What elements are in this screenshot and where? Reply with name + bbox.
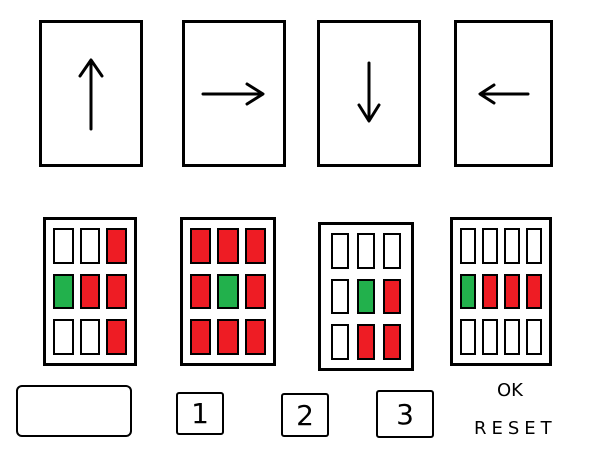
pattern-cell-empty <box>504 319 520 355</box>
key-2-label: 2 <box>296 398 314 432</box>
reset-label: RESET <box>474 418 557 439</box>
pattern-cell-empty <box>331 233 349 269</box>
arrow-up-icon <box>78 58 104 130</box>
pattern-cell-red <box>244 319 266 355</box>
pattern-cell-red <box>244 228 266 264</box>
reset-button[interactable]: RESET <box>474 418 557 439</box>
pattern-cell-red <box>190 273 212 310</box>
arrow-card-left[interactable] <box>454 20 553 167</box>
pattern-cell-red <box>482 273 498 310</box>
pattern-cell-green <box>460 273 476 310</box>
arrow-card-right[interactable] <box>182 20 286 167</box>
arrow-left-icon <box>478 83 529 104</box>
pattern-cell-red <box>106 273 127 310</box>
pattern-cell-red <box>217 228 239 264</box>
pattern-cell-red <box>106 319 127 355</box>
pattern-cell-green <box>357 278 375 315</box>
pattern-cell-red <box>526 273 542 310</box>
pattern-cell-empty <box>383 233 401 269</box>
key-1-button[interactable]: 1 <box>176 392 224 435</box>
pattern-cell-empty <box>482 319 498 355</box>
pattern-cell-red <box>190 228 212 264</box>
pattern-cell-red <box>106 228 127 264</box>
input-box[interactable] <box>16 385 132 437</box>
pattern-cell-empty <box>357 233 375 269</box>
key-1-label: 1 <box>191 397 209 430</box>
ok-button[interactable]: OK <box>497 380 523 401</box>
key-2-button[interactable]: 2 <box>281 393 329 437</box>
pattern-cell-empty <box>460 319 476 355</box>
pattern-cell-empty <box>79 228 101 264</box>
pattern-cell-green <box>53 273 74 310</box>
arrow-card-up[interactable] <box>39 20 143 167</box>
pattern-cell-empty <box>331 324 349 360</box>
pattern-cell-empty <box>79 319 101 355</box>
pattern-cell-green <box>217 273 239 310</box>
ok-label: OK <box>497 380 523 401</box>
key-3-label: 3 <box>396 397 414 431</box>
pattern-cell-empty <box>331 278 349 315</box>
arrow-card-down[interactable] <box>317 20 421 167</box>
pattern-cell-empty <box>460 228 476 264</box>
pattern-cell-red <box>79 273 101 310</box>
pattern-card-2[interactable] <box>180 217 276 366</box>
pattern-cell-empty <box>526 228 542 264</box>
pattern-card-1[interactable] <box>43 217 137 366</box>
pattern-card-3[interactable] <box>318 222 414 371</box>
pattern-cell-empty <box>482 228 498 264</box>
pattern-cell-empty <box>53 319 74 355</box>
pattern-cell-red <box>190 319 212 355</box>
pattern-cell-red <box>244 273 266 310</box>
key-3-button[interactable]: 3 <box>376 390 434 438</box>
pattern-cell-empty <box>504 228 520 264</box>
pattern-card-4[interactable] <box>450 217 552 366</box>
pattern-cell-red <box>383 324 401 360</box>
pattern-cell-empty <box>526 319 542 355</box>
pattern-cell-empty <box>53 228 74 264</box>
arrow-down-icon <box>357 61 381 122</box>
pattern-cell-red <box>217 319 239 355</box>
pattern-cell-red <box>504 273 520 310</box>
pattern-cell-red <box>383 278 401 315</box>
pattern-cell-red <box>357 324 375 360</box>
arrow-right-icon <box>201 82 265 105</box>
